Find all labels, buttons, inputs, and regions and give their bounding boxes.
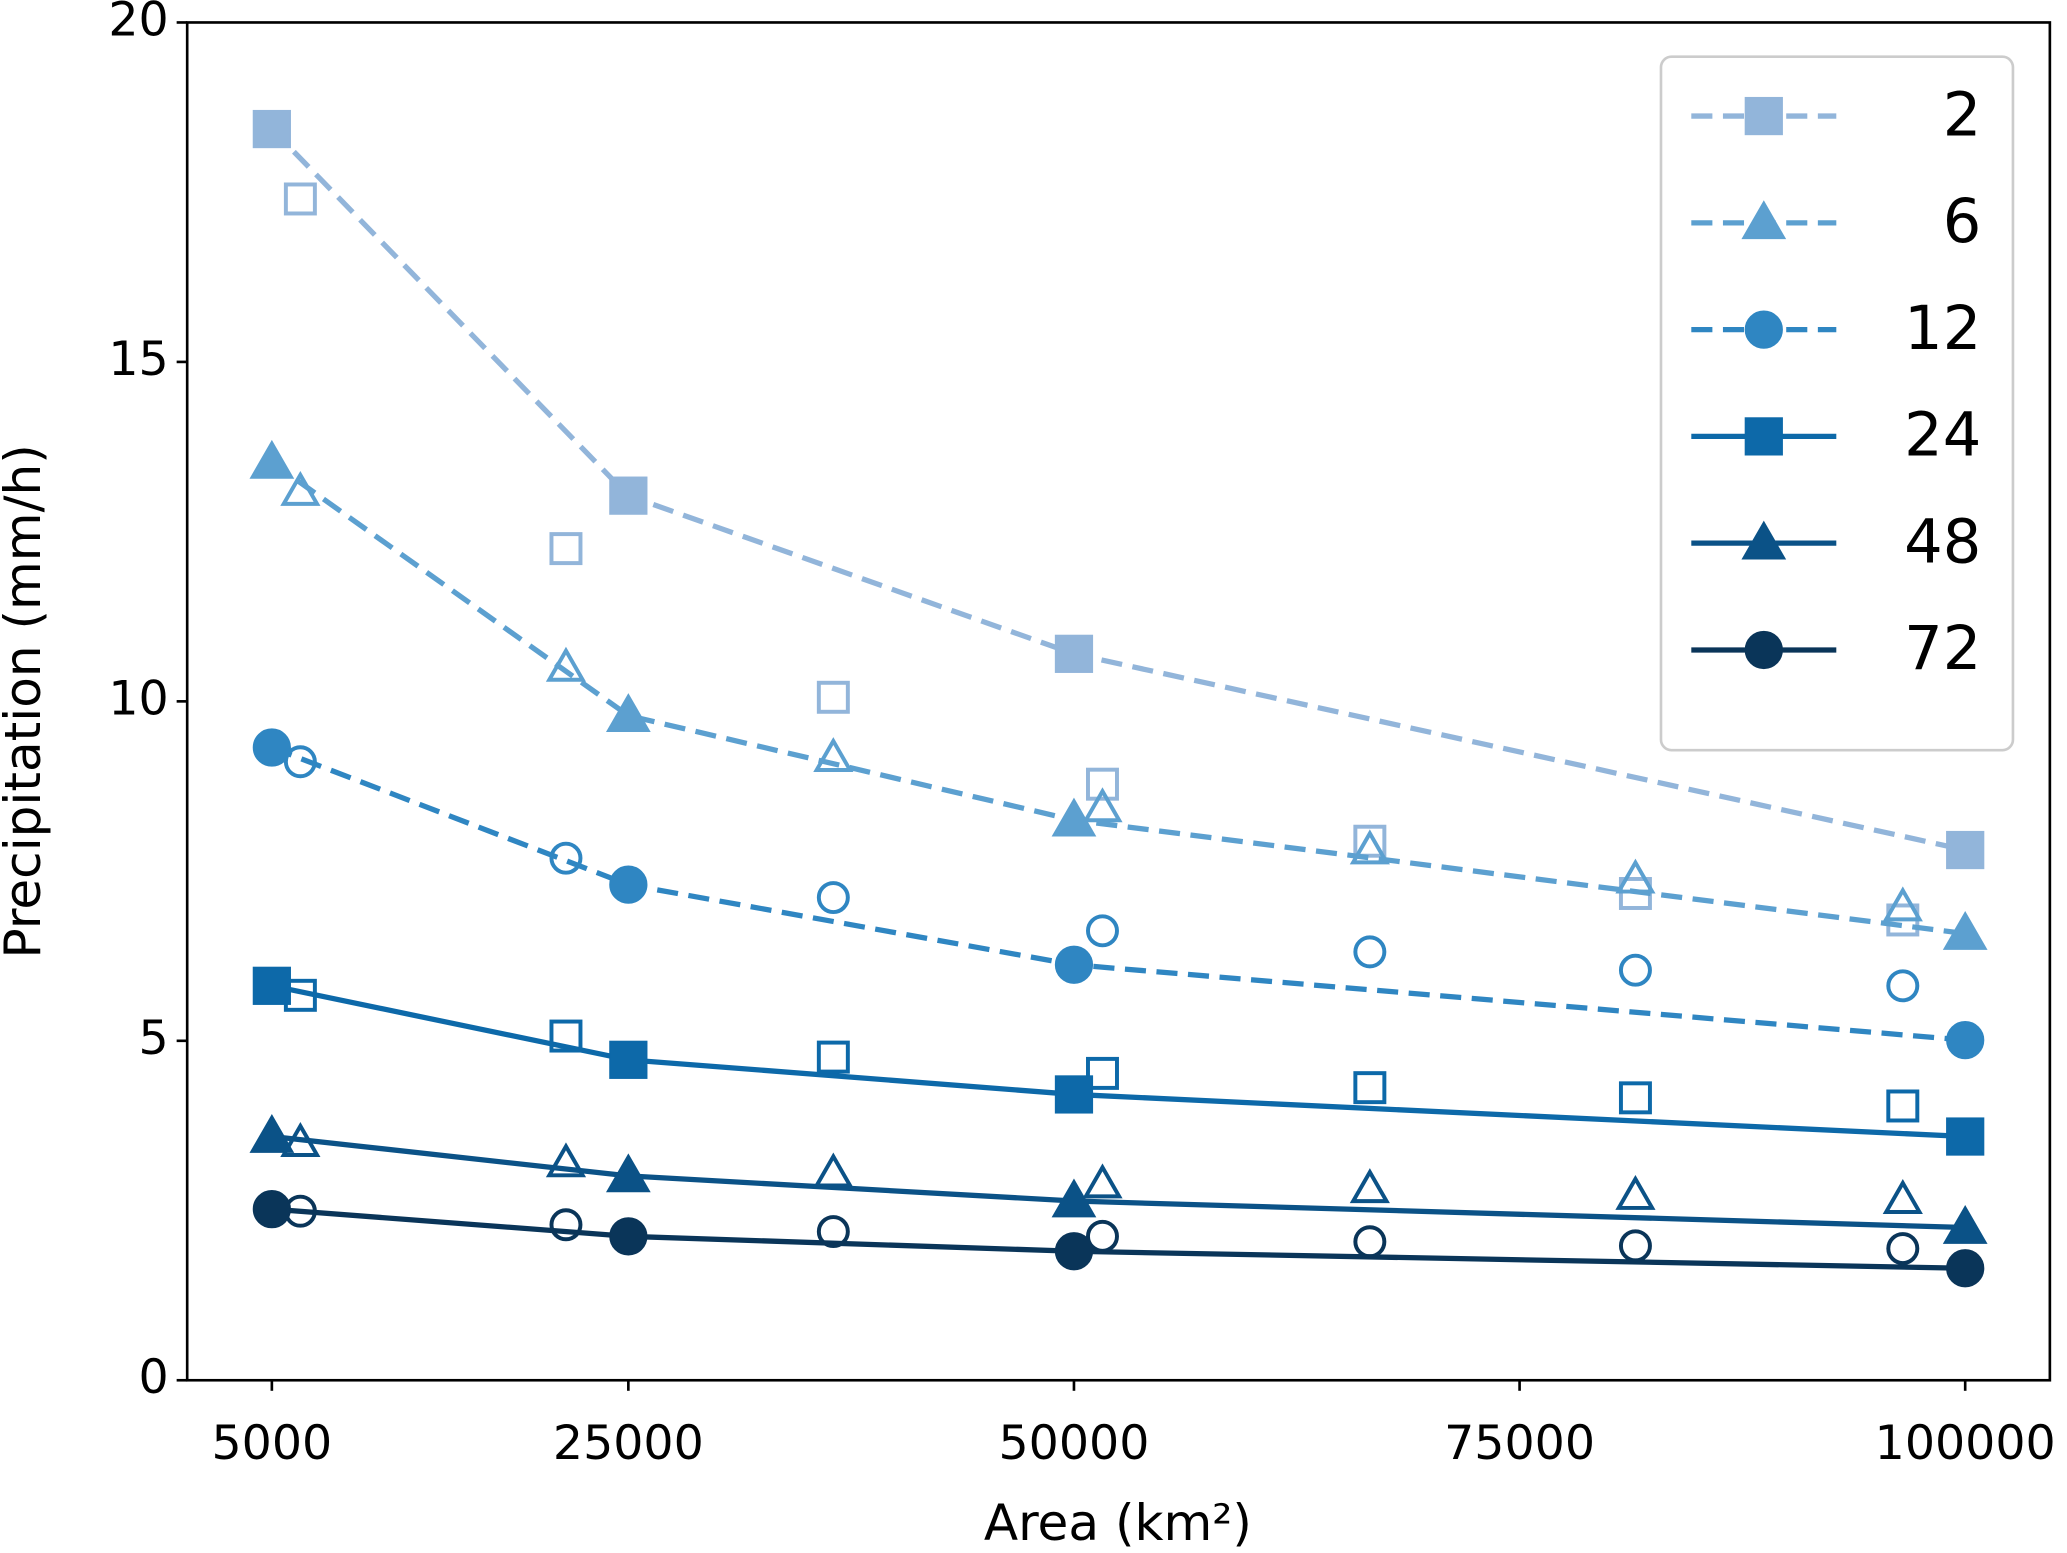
open-marker (1615, 1174, 1656, 1210)
legend-label: 2 (1943, 80, 1982, 150)
open-marker (545, 1142, 587, 1178)
point-marker (605, 693, 651, 732)
open-marker (816, 1215, 850, 1249)
legend-label: 24 (1904, 401, 1981, 471)
legend: 2 6 12 24 48 72 (1659, 55, 2015, 752)
point-marker (249, 1113, 295, 1153)
point-marker (1051, 797, 1097, 837)
open-marker (1086, 1219, 1119, 1253)
x-tick-label: 75000 (1444, 1416, 1595, 1471)
open-marker (1353, 1225, 1387, 1259)
open-marker (1886, 969, 1920, 1003)
open-marker (816, 680, 850, 714)
open-marker (283, 182, 317, 216)
x-tick-label: 25000 (553, 1416, 704, 1471)
open-marker (549, 1208, 583, 1242)
open-marker (1353, 1071, 1387, 1105)
series-line (271, 1206, 1966, 1271)
point-marker (609, 476, 648, 515)
legend-marker (1741, 200, 1787, 240)
open-marker (280, 470, 321, 506)
x-tick-label: 50000 (999, 1416, 1150, 1471)
series-line (270, 745, 1966, 1043)
open-marker (813, 737, 854, 773)
point-marker (1946, 1117, 1985, 1156)
series-line (271, 983, 1966, 1140)
series-line (270, 460, 1966, 937)
y-axis-label: Precipitation (mm/h) (0, 444, 52, 958)
point-marker (1054, 1075, 1094, 1114)
open-marker (1886, 1232, 1920, 1266)
open-marker (1082, 1163, 1123, 1199)
legend-marker (1741, 520, 1787, 560)
y-tick-label: 10 (108, 671, 168, 726)
point-marker (1054, 1232, 1094, 1271)
point-marker (1054, 945, 1094, 984)
open-marker (1086, 1056, 1119, 1090)
legend-label: 72 (1904, 614, 1981, 684)
point-marker (252, 1190, 291, 1229)
open-marker (816, 1040, 850, 1074)
x-tick-label: 100000 (1875, 1416, 2056, 1471)
point-marker (609, 1040, 648, 1079)
open-marker (545, 646, 587, 682)
point-marker (1946, 1249, 1985, 1288)
open-marker (280, 1121, 321, 1157)
point-marker (1942, 1204, 1988, 1244)
y-tick-label: 20 (108, 0, 168, 47)
open-marker (1086, 767, 1119, 801)
point-marker (609, 1217, 648, 1256)
point-marker (1051, 1178, 1097, 1218)
legend-label: 48 (1904, 507, 1981, 577)
open-marker (549, 841, 583, 875)
y-tick-label: 15 (108, 332, 168, 387)
point-marker (1942, 910, 1988, 950)
open-marker (1618, 1229, 1652, 1263)
legend-marker (1744, 630, 1783, 670)
open-marker (816, 881, 850, 915)
open-marker (1082, 787, 1123, 823)
point-marker (609, 865, 648, 904)
open-marker (1353, 824, 1387, 858)
point-marker (252, 966, 291, 1005)
open-marker (1349, 829, 1390, 865)
open-marker (1349, 1168, 1390, 1204)
open-marker (1882, 886, 1923, 922)
open-marker (1618, 1081, 1652, 1115)
point-marker (1054, 634, 1094, 673)
point-marker (605, 1153, 651, 1193)
open-marker (1615, 858, 1656, 894)
series-line (269, 127, 1966, 853)
open-marker (1086, 914, 1119, 948)
open-marker (549, 1019, 583, 1053)
series-line (271, 1133, 1966, 1231)
legend-marker (1744, 417, 1783, 456)
open-marker (1886, 1089, 1920, 1123)
open-marker (813, 1152, 854, 1188)
point-marker (252, 728, 291, 767)
x-axis-label: Area (km²) (984, 1494, 1252, 1552)
y-tick-label: 0 (139, 1350, 169, 1405)
legend-label: 12 (1904, 294, 1981, 364)
legend-marker (1744, 310, 1783, 349)
open-marker (1618, 953, 1652, 987)
open-marker (549, 532, 583, 566)
open-marker (283, 745, 317, 779)
y-tick-label: 5 (139, 1011, 169, 1066)
x-tick-label: 5000 (211, 1416, 332, 1471)
point-marker (1946, 1021, 1985, 1060)
legend-label: 6 (1943, 187, 1982, 257)
point-marker (252, 109, 291, 149)
point-marker (1946, 830, 1985, 870)
point-marker (249, 439, 295, 479)
open-marker (1882, 1179, 1923, 1214)
open-marker (1353, 935, 1387, 969)
legend-marker (1744, 96, 1783, 136)
